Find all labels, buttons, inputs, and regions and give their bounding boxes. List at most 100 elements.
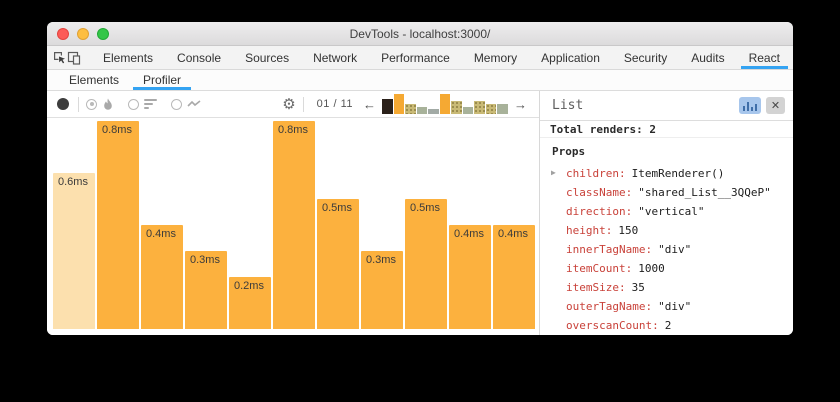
prop-row-direction: direction: "vertical" (540, 202, 793, 221)
commit-duration-label: 0.8ms (102, 124, 132, 136)
tab-application[interactable]: Application (541, 50, 600, 65)
mini-commit-bar-3[interactable] (405, 104, 416, 114)
tab-react[interactable]: React (737, 46, 792, 69)
prop-key: overscanCount: (566, 319, 659, 332)
prop-row-itemSize: itemSize: 35 (540, 278, 793, 297)
prop-value: 150 (618, 224, 639, 237)
commit-duration-label: 0.8ms (278, 124, 308, 136)
prop-value: "shared_List__3QQeP" (638, 186, 771, 199)
zoom-window-button[interactable] (97, 27, 109, 40)
flame-icon (104, 98, 112, 110)
mini-commit-bar-8[interactable] (462, 107, 474, 114)
mini-commit-bar-10[interactable] (485, 104, 497, 114)
mini-commit-bar-5[interactable] (428, 109, 439, 114)
render-chart-button[interactable] (739, 97, 761, 114)
commit-duration-label: 0.4ms (454, 228, 484, 240)
mini-commit-bar-1[interactable] (382, 99, 393, 114)
prop-row-height: height: 150 (540, 221, 793, 240)
tab-network[interactable]: Network (313, 50, 358, 65)
prop-key: innerTagName: (566, 243, 653, 256)
subtab-profiler[interactable]: Profiler (131, 70, 193, 90)
prop-row-itemCount: itemCount: 1000 (540, 259, 793, 278)
close-window-button[interactable] (57, 27, 69, 40)
prop-value: "div" (658, 300, 692, 313)
interactions-line-icon (187, 100, 201, 107)
mini-commit-bar-6[interactable] (439, 94, 451, 114)
mini-commit-bar-9[interactable] (474, 101, 485, 114)
mini-commit-bar-2[interactable] (393, 94, 405, 114)
component-name: List (552, 98, 584, 113)
gear-icon[interactable]: ⚙ (282, 95, 296, 113)
devtools-tabbar: Elements Console Sources Network Performance… (47, 46, 793, 70)
traffic-lights (57, 22, 109, 45)
tab-sources[interactable]: Sources (245, 50, 290, 65)
prop-row-className: className: "shared_List__3QQeP" (540, 183, 793, 202)
profiler-content: ⚙ 01 / 11 ← → 0.6ms 0.8ms 0.4ms 0.3ms 0.2ms 0… (47, 91, 793, 335)
commit-duration-label: 0.5ms (410, 202, 440, 214)
window-titlebar: DevTools - localhost:3000/ (47, 22, 793, 46)
commit-bar-9[interactable]: 0.5ms (405, 199, 447, 329)
record-icon[interactable] (57, 98, 69, 110)
commit-bar-2[interactable]: 0.8ms (97, 121, 139, 329)
commit-bar-chart: 0.6ms 0.8ms 0.4ms 0.3ms 0.2ms 0.8ms 0.5ms 0.3ms… (47, 118, 539, 335)
tab-audits[interactable]: Audits (691, 50, 725, 65)
commit-bar-6[interactable]: 0.8ms (273, 121, 315, 329)
minimize-window-button[interactable] (77, 27, 89, 40)
device-toolbar-icon[interactable] (67, 46, 81, 69)
commit-selector-minichart[interactable] (382, 94, 509, 114)
commit-duration-label: 0.3ms (190, 254, 220, 266)
toolbar-separator (302, 96, 304, 112)
prop-row-innerTagName: innerTagName: "div" (540, 240, 793, 259)
prop-value: 2 (664, 319, 672, 332)
commit-duration-label: 0.6ms (58, 176, 88, 188)
inspect-element-icon[interactable] (53, 46, 67, 69)
react-panel-tabs: Elements Profiler (57, 70, 193, 90)
interactions-option[interactable] (171, 98, 202, 110)
commit-duration-label: 0.4ms (146, 228, 176, 240)
commit-bar-7[interactable]: 0.5ms (317, 199, 359, 329)
mini-commit-bar-7[interactable] (451, 101, 462, 114)
prop-key: direction: (566, 205, 633, 218)
next-commit-arrow-icon[interactable]: → (514, 96, 527, 112)
commit-duration-label: 0.2ms (234, 280, 264, 292)
commit-bar-5[interactable]: 0.2ms (229, 277, 271, 329)
sidebar-header: List ✕ (540, 91, 793, 121)
mini-commit-bar-4[interactable] (416, 107, 428, 114)
commit-bar-1[interactable]: 0.6ms (53, 173, 95, 329)
tab-elements[interactable]: Elements (103, 50, 154, 65)
prop-key: className: (566, 186, 633, 199)
prop-value: ItemRenderer() (631, 167, 725, 180)
prop-value: 1000 (638, 262, 665, 275)
commit-bar-11[interactable]: 0.4ms (493, 225, 535, 329)
tab-security[interactable]: Security (623, 50, 668, 65)
prev-commit-arrow-icon[interactable]: ← (363, 96, 376, 112)
tab-performance[interactable]: Performance (381, 50, 450, 65)
commit-bar-10[interactable]: 0.4ms (449, 225, 491, 329)
prop-key: outerTagName: (566, 300, 653, 313)
subtab-elements[interactable]: Elements (69, 73, 120, 87)
tab-memory[interactable]: Memory (473, 50, 518, 65)
commit-bar-8[interactable]: 0.3ms (361, 251, 403, 329)
tab-console[interactable]: Console (177, 50, 222, 65)
commit-duration-label: 0.4ms (498, 228, 528, 240)
commit-duration-label: 0.5ms (322, 202, 352, 214)
prop-row-outerTagName: outerTagName: "div" (540, 297, 793, 316)
expand-triangle-icon[interactable]: ▶ (551, 168, 556, 177)
ranked-list-icon (144, 99, 157, 109)
prop-key: itemCount: (566, 262, 633, 275)
close-icon[interactable]: ✕ (766, 97, 785, 114)
flamegraph-option[interactable] (86, 98, 114, 111)
mini-commit-bar-11[interactable] (497, 104, 509, 114)
selected-component-sidebar: List ✕ Total renders: 2 Props ▶ children:… (540, 91, 793, 335)
commit-bar-3[interactable]: 0.4ms (141, 225, 183, 329)
total-renders: Total renders: 2 (540, 121, 793, 138)
more-options-icon[interactable]: ⋮ (792, 46, 793, 69)
devtools-window: DevTools - localhost:3000/ Elements Conso… (47, 22, 793, 335)
commit-bar-4[interactable]: 0.3ms (185, 251, 227, 329)
ranked-option[interactable] (128, 98, 157, 110)
commit-counter: 01 / 11 (316, 98, 353, 110)
prop-value: "div" (658, 243, 692, 256)
profiler-left-pane: ⚙ 01 / 11 ← → 0.6ms 0.8ms 0.4ms 0.3ms 0.2ms 0… (47, 91, 540, 335)
toolbar-separator (78, 96, 79, 112)
